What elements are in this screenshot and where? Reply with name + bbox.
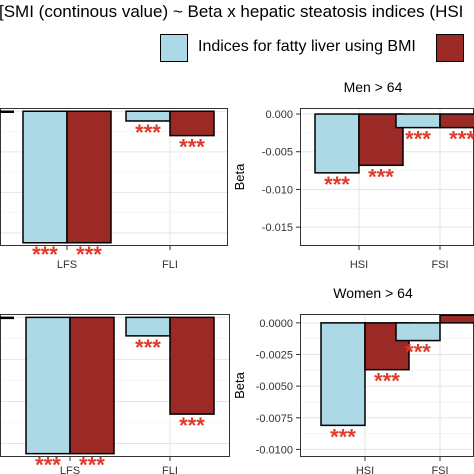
x-tick-label: FSI [431,465,448,474]
bar-fsi-other [439,314,474,324]
bar-lfs-bmi [22,110,68,244]
x-tick-label: FLI [162,465,178,474]
bar-hsi-bmi [320,322,366,427]
y-tick-label: 0.0000 [259,318,293,330]
panel-title: Men > 64 [344,79,403,95]
panel-men-over-64: *** *** HSI *** *** FSI 0.000 -0.005 -0.010 -0.01… [232,79,474,271]
significance-label: *** [135,120,161,145]
x-tick-label: LFS [57,259,77,271]
significance-label: *** [405,340,431,365]
x-tick-label: FLI [162,259,178,271]
significance-label: *** [374,369,400,394]
significance-label: *** [330,424,356,449]
bar-fsi-other [439,113,474,129]
panel-women-over-64: ******HSI***FSI0.0000-0.0025-0.0050-0.00… [232,285,474,474]
panel-women-under-64: *** ***LFS******FLI [0,314,230,474]
bar-lfs-other [69,316,115,455]
legend-swatch-bmi [160,34,188,62]
significance-label: *** [179,135,205,160]
significance-label: *** [32,242,58,267]
bar-fsi-bmi [395,322,441,342]
significance-label: *** [135,335,161,360]
bar-hsi-bmi [314,113,360,174]
x-tick-label: HSI [356,465,374,474]
significance-label: *** [79,453,105,474]
y-tick-label: -0.010 [262,184,293,196]
y-tick-label: -0.0075 [256,413,293,425]
legend-swatch-other [436,34,464,62]
x-tick-label: LFS [60,465,80,474]
x-tick-label: FSI [431,259,448,271]
x-tick-label: HSI [350,259,368,271]
y-tick-label: -0.0050 [256,381,293,393]
bar-fli-bmi [125,316,171,337]
y-tick-label: -0.015 [262,222,293,234]
significance-label: *** [76,242,102,267]
y-tick-label: -0.0100 [256,444,293,456]
panel-men-under-64: *** ***LFS******FLI [0,108,228,271]
bar-lfs-other [66,110,112,244]
bar-fli-other [169,316,215,415]
bar-lfs-bmi [25,316,71,455]
significance-label: *** [324,172,350,197]
significance-label: *** [405,127,431,152]
y-axis-title: Beta [232,163,247,191]
y-tick-label: 0.000 [265,109,293,121]
significance-label: *** [368,164,394,189]
bar-fsi-bmi [395,113,441,129]
y-tick-label: -0.0025 [256,349,293,361]
legend-label-bmi: Indices for fatty liver using BMI [198,38,416,55]
significance-label: *** [449,127,474,152]
y-tick-label: -0.005 [262,147,293,159]
bar-fli-other [169,110,215,137]
panel-title: Women > 64 [333,285,413,301]
significance-label: *** [35,453,61,474]
y-axis-title: Beta [232,371,247,399]
significance-label: *** [179,413,205,438]
chart-title: ■ [SMI (continous value) ~ Beta x hepati… [0,2,464,21]
